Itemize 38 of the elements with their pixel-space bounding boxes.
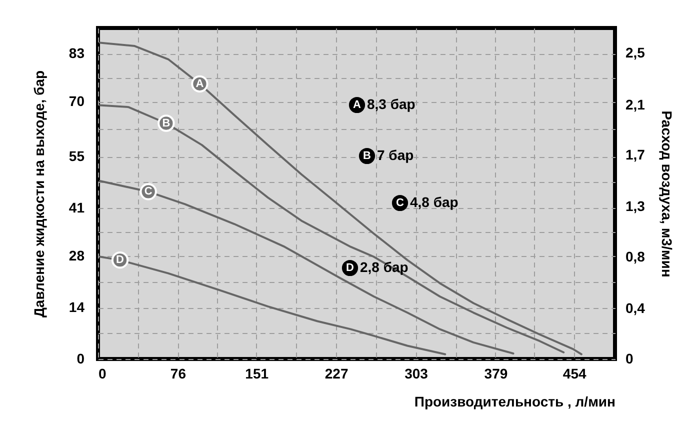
y-axis-title: Давление жидкости на выходе, бар — [30, 70, 47, 318]
y2-axis-title: Расход воздуха, м3/мин — [658, 110, 675, 278]
text: D — [346, 262, 354, 274]
x-tick-label: 151 — [245, 366, 269, 382]
y-tick-label: 41 — [68, 200, 85, 216]
series-label: C — [144, 186, 152, 198]
y2-tick-label: 0,4 — [626, 300, 646, 316]
x-tick-label: 0 — [98, 366, 106, 382]
x-axis-title: Производительность , л/мин — [414, 394, 616, 410]
series-label: A — [196, 78, 204, 90]
x-tick-label: 76 — [170, 366, 186, 382]
series-label: D — [116, 254, 124, 266]
line-series — [99, 42, 582, 356]
y2-tick-label: 0 — [626, 350, 634, 366]
annotation: 2,8 бар — [360, 259, 408, 275]
y2-tick-label: 0,8 — [626, 248, 646, 265]
y2-tick-label: 2,5 — [626, 44, 646, 61]
y-tick-label: 14 — [68, 299, 85, 316]
x-tick-label: 379 — [484, 366, 508, 382]
line-series — [99, 180, 514, 354]
annotation: 4,8 бар — [410, 194, 458, 210]
y-tick-label: 55 — [68, 148, 85, 164]
y2-tick-label: 2,1 — [626, 96, 646, 112]
y2-tick-label: 1,3 — [626, 198, 646, 214]
y-tick-label: 28 — [68, 248, 85, 264]
text: C — [396, 197, 404, 209]
text: A — [353, 99, 361, 111]
y-tick-label: 70 — [68, 93, 85, 110]
x-tick-label: 227 — [324, 366, 348, 382]
annotation: 7 бар — [377, 147, 414, 163]
annotation: 8,3 бар — [367, 96, 416, 112]
x-tick-label: 303 — [404, 366, 428, 382]
y2-tick-label: 1,7 — [626, 146, 646, 163]
series-label: B — [162, 117, 170, 130]
text: B — [363, 150, 371, 162]
y-tick-label: 0 — [76, 350, 85, 366]
y-tick-label: 83 — [68, 45, 85, 62]
x-tick-label: 454 — [562, 366, 586, 382]
